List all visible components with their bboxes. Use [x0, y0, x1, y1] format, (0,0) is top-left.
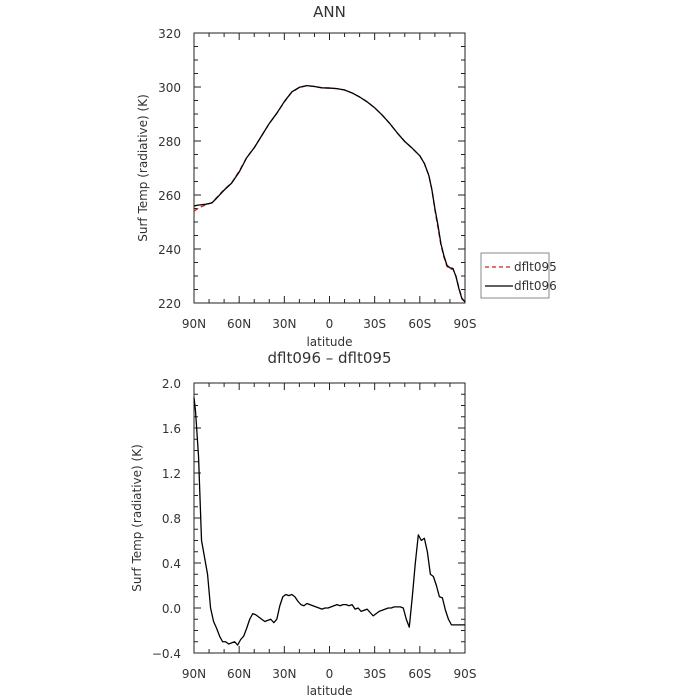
top-xtick-label: 90S: [454, 317, 477, 331]
legend-box: [480, 252, 550, 299]
bottom-xtick-label: 0: [326, 667, 334, 681]
legend-label-dflt095: dflt095: [514, 260, 557, 274]
bottom-plot-title: dflt096 – dflt095: [268, 349, 392, 367]
legend-label-dflt096: dflt096: [514, 279, 557, 293]
top-xtick-label: 30N: [272, 317, 296, 331]
top-series-line-dflt096: [193, 85, 466, 303]
top-ytick-label: 280: [158, 135, 181, 149]
bottom-plot-lines: [193, 397, 465, 646]
top-series-line-dflt095: [193, 85, 466, 303]
top-ytick-label: 220: [158, 297, 181, 311]
top-plot-lines: [193, 85, 466, 303]
bottom-plot-frame: [193, 382, 466, 654]
bottom-xtick-label: 90N: [182, 667, 206, 681]
top-xtick-label: 30S: [363, 317, 386, 331]
bottom-plot-ylabel: Surf Temp (radiative) (K): [130, 444, 144, 592]
bottom-xtick-label: 60N: [227, 667, 251, 681]
top-plot-frame: [193, 32, 466, 304]
bottom-xtick-label: 60S: [408, 667, 431, 681]
bottom-ytick-label: 1.6: [162, 422, 181, 436]
bottom-plot-ticks: 90N 60N 30N 0 30S 60S 90S −0.4 0.0 0.4 0.8 1.2 1.6 2.…: [152, 377, 477, 681]
legend: dflt095 dflt096: [480, 252, 557, 299]
top-plot-ticks: 90N 60N 30N 0 30S 60S 90S 220 240 260 280 300 320: [158, 27, 476, 331]
top-ytick-label: 300: [158, 81, 181, 95]
top-xtick-label: 60S: [408, 317, 431, 331]
bottom-ytick-label: 2.0: [162, 377, 181, 391]
top-ytick-label: 240: [158, 243, 181, 257]
bottom-xtick-label: 30S: [363, 667, 386, 681]
top-plot-ylabel: Surf Temp (radiative) (K): [136, 94, 150, 242]
bottom-plot: dflt096 – dflt095 latitude Surf Temp (ra…: [130, 349, 476, 698]
top-xtick-label: 90N: [182, 317, 206, 331]
bottom-xtick-label: 30N: [272, 667, 296, 681]
top-ytick-label: 320: [158, 27, 181, 41]
bottom-ytick-label: 0.8: [162, 512, 181, 526]
bottom-ytick-label: −0.4: [152, 647, 181, 661]
bottom-plot-xlabel: latitude: [306, 684, 352, 698]
bottom-ytick-label: 0.4: [162, 557, 181, 571]
top-xtick-label: 60N: [227, 317, 251, 331]
top-ytick-label: 260: [158, 189, 181, 203]
bottom-ytick-label: 1.2: [162, 467, 181, 481]
top-plot-title: ANN: [313, 3, 346, 21]
bottom-series-line-series-0: [193, 397, 465, 646]
top-plot-xlabel: latitude: [306, 335, 352, 349]
top-xtick-label: 0: [326, 317, 334, 331]
top-plot: ANN latitude Surf Temp (radiative) (K) 9…: [136, 3, 557, 349]
bottom-ytick-label: 0.0: [162, 602, 181, 616]
bottom-xtick-label: 90S: [454, 667, 477, 681]
